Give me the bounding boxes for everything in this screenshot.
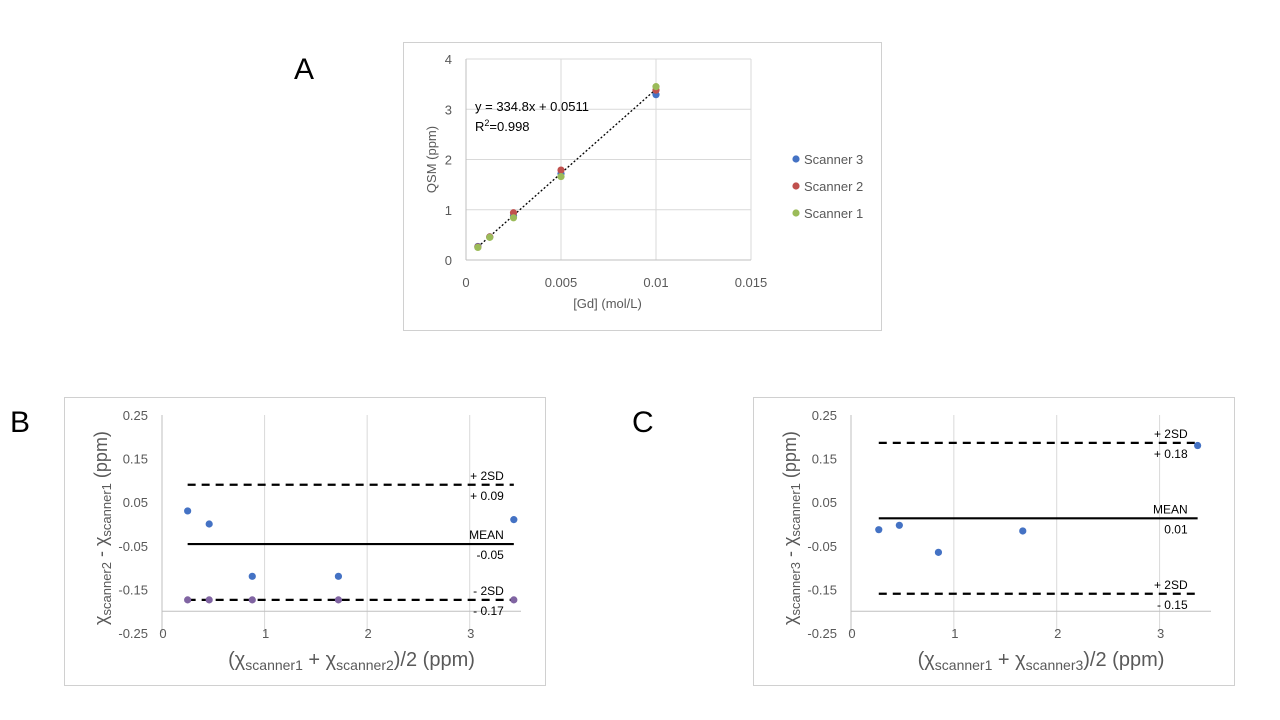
chart-a-point (509, 214, 518, 222)
chart-c-point (895, 521, 903, 529)
chart-a-y-tick-label: 2 (445, 153, 452, 168)
chart-a-frame (403, 42, 882, 331)
chart-a-x-tick-label: 0.005 (545, 275, 578, 290)
chart-b-point (334, 596, 343, 604)
chart-b-y-tick-label: -0.15 (118, 582, 148, 597)
chart-b-lower-value-label: - 0.17 (473, 604, 504, 618)
chart-a-point (557, 166, 565, 174)
chart-c-point (934, 548, 943, 556)
panel-label-c: C (632, 406, 654, 439)
chart-c-y-tick-label: 0.15 (812, 452, 837, 467)
chart-b-lower-top-label: - 2SD (473, 584, 504, 598)
chart-c-y-tick-label: -0.15 (807, 582, 837, 597)
chart-a-legend-marker (792, 182, 800, 190)
chart-c-lower-value-label: - 0.15 (1157, 598, 1188, 612)
chart-b-y-tick-label: -0.05 (118, 539, 148, 554)
chart-c-upper-top-label: + 2SD (1154, 427, 1188, 441)
chart-a-equation: y = 334.8x + 0.0511 (475, 99, 589, 114)
chart-c-x-tick-label: 3 (1157, 626, 1164, 641)
chart-b-y-label: χscanner2 - χscanner1 (ppm) (91, 431, 114, 625)
chart-c-x-label: (χscanner1 + χscanner3)/2 (ppm) (918, 649, 1165, 673)
chart-c-x-tick-label: 2 (1054, 626, 1061, 641)
chart-b-mean-value-label: -0.05 (476, 548, 504, 562)
chart-b-point (334, 572, 343, 580)
chart-b-point (248, 596, 256, 604)
chart-a-x-tick-label: 0 (462, 275, 469, 290)
panel-label-b: B (10, 406, 31, 439)
chart-c-y-tick-label: -0.05 (807, 539, 837, 554)
chart-a-legend-label: Scanner 3 (804, 152, 863, 167)
chart-c-y-tick-label: 0.05 (812, 495, 837, 510)
chart-b-y-tick-label: 0.15 (123, 452, 148, 467)
chart-a-legend-label: Scanner 1 (804, 206, 863, 221)
chart-c-mean-top-label: MEAN (1153, 502, 1188, 516)
chart-a-x-tick-label: 0.01 (643, 275, 668, 290)
chart-b-x-tick-label: 1 (262, 626, 269, 641)
chart-b-point (510, 596, 518, 604)
chart-c-frame (753, 397, 1235, 686)
chart-a-point (509, 209, 518, 217)
chart-a-y-label: QSM (ppm) (424, 126, 439, 193)
chart-b-point (205, 596, 213, 604)
chart-c-upper-value-label: + 0.18 (1154, 447, 1188, 461)
chart-a-y-tick-label: 1 (445, 203, 452, 218)
chart-b-x-tick-label: 2 (365, 626, 372, 641)
chart-b-x-label: (χscanner1 + χscanner2)/2 (ppm) (228, 649, 475, 673)
chart-b-y-tick-label: -0.25 (118, 626, 148, 641)
chart-c-mean-value-label: 0.01 (1164, 522, 1188, 536)
chart-b-upper-value-label: + 0.09 (470, 489, 504, 503)
chart-b-x-tick-label: 3 (467, 626, 474, 641)
chart-c-lower-top-label: + 2SD (1154, 578, 1188, 592)
chart-b-y-tick-label: 0.05 (123, 495, 148, 510)
chart-a-legend-label: Scanner 2 (804, 179, 863, 194)
chart-c-y-label: χscanner3 - χscanner1 (ppm) (780, 431, 803, 625)
chart-a-point (652, 83, 660, 91)
chart-c-y-tick-label: 0.25 (812, 408, 837, 423)
chart-c-y-tick-label: -0.25 (807, 626, 837, 641)
chart-a-point (557, 172, 565, 181)
chart-a-point (474, 243, 482, 252)
chart-b-point (510, 516, 518, 524)
chart-c-point (1019, 527, 1027, 535)
chart-b-y-tick-label: 0.25 (123, 408, 148, 423)
chart-a-y-tick-label: 0 (445, 253, 452, 268)
chart-a-legend-marker (792, 155, 800, 163)
chart-b-upper-top-label: + 2SD (470, 469, 504, 483)
chart-c-point (875, 526, 883, 534)
chart-c-x-tick-label: 1 (951, 626, 958, 641)
chart-b-point (205, 520, 213, 528)
chart-b-point (184, 596, 192, 604)
chart-b-x-tick-label: 0 (159, 626, 166, 641)
chart-c-x-tick-label: 0 (848, 626, 855, 641)
chart-a-x-label: [Gd] (mol/L) (573, 296, 642, 311)
chart-b-point (248, 572, 256, 580)
chart-b-mean-top-label: MEAN (469, 528, 504, 542)
chart-a-y-tick-label: 3 (445, 102, 452, 117)
chart-b-point (184, 507, 192, 515)
chart-a-y-tick-label: 4 (445, 52, 452, 67)
panel-label-a: A (294, 53, 315, 86)
chart-a-legend-marker (792, 209, 800, 217)
chart-c-point (1194, 441, 1202, 450)
chart-a-r-squared: R2=0.998 (475, 118, 530, 134)
chart-a-x-tick-label: 0.015 (735, 275, 768, 290)
chart-a-point (486, 233, 494, 241)
chart-b-frame (64, 397, 546, 686)
